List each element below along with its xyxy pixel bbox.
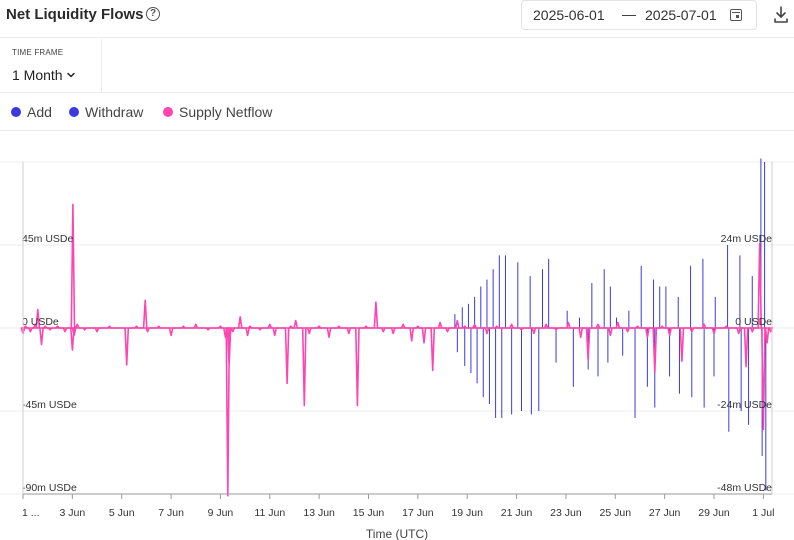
x-tick-label: 3 Jun	[60, 507, 86, 519]
x-tick-label: 9 Jun	[208, 507, 234, 519]
x-tick-label: 5 Jun	[109, 507, 135, 519]
x-tick-label: 11 Jun	[254, 507, 285, 519]
date-start-field[interactable]: 2025-06-01	[533, 7, 605, 23]
x-tick-label: 29 Jun	[698, 507, 730, 519]
liquidity-chart[interactable]: 45m USDe 0 USDe -45m USDe -90m USDe 24m USDe…	[0, 140, 794, 525]
legend-dot-supply-netflow[interactable]	[163, 107, 173, 117]
axes: 45m USDe 0 USDe -45m USDe -90m USDe 24m USDe…	[22, 162, 774, 519]
timeframe-select[interactable]: TIME FRAME 1 Month	[0, 39, 102, 92]
x-tick-label: 17 Jun	[402, 507, 434, 519]
legend-withdraw[interactable]: Withdraw	[85, 104, 144, 120]
legend-dot-withdraw[interactable]	[69, 107, 79, 117]
x-tick-label: 27 Jun	[649, 507, 681, 519]
legend-add[interactable]: Add	[27, 104, 52, 120]
chart-legend: Add Withdraw Supply Netflow	[0, 93, 794, 131]
timeframe-label: TIME FRAME	[12, 48, 64, 57]
download-icon[interactable]	[773, 6, 789, 24]
y-left-tick-label: -45m USDe	[22, 399, 77, 411]
x-tick-label: 13 Jun	[303, 507, 335, 519]
y-left-tick-label: 45m USDe	[22, 233, 74, 245]
chevron-down-icon[interactable]	[67, 71, 75, 79]
y-left-tick-label: 0 USDe	[22, 316, 59, 328]
timeframe-value[interactable]: 1 Month	[12, 67, 63, 83]
x-tick-label: 23 Jun	[550, 507, 582, 519]
date-separator: —	[622, 6, 636, 22]
series-layer	[20, 158, 774, 497]
help-icon[interactable]: ?	[146, 7, 160, 21]
date-range-picker[interactable]: 2025-06-01 — 2025-07-01	[521, 0, 757, 30]
page-title: Net Liquidity Flows	[6, 6, 144, 23]
x-axis-label: Time (UTC)	[365, 527, 429, 540]
calendar-icon[interactable]	[730, 9, 742, 21]
y-right-tick-label: 24m USDe	[721, 233, 773, 245]
x-tick-label: 7 Jun	[158, 507, 184, 519]
date-end-field[interactable]: 2025-07-01	[645, 7, 717, 23]
divider	[0, 92, 794, 93]
x-tick-label: 21 Jun	[501, 507, 533, 519]
y-right-tick-label: -24m USDe	[717, 399, 772, 411]
x-tick-label: 1 ...	[22, 507, 40, 519]
x-tick-label: 1 Jul	[752, 507, 774, 519]
x-tick-label: 15 Jun	[353, 507, 385, 519]
x-tick-label: 19 Jun	[451, 507, 483, 519]
y-right-tick-label: 0 USDe	[735, 316, 772, 328]
y-left-tick-label: -90m USDe	[22, 482, 77, 494]
x-tick-label: 25 Jun	[600, 507, 632, 519]
legend-dot-add[interactable]	[11, 107, 21, 117]
y-right-tick-label: -48m USDe	[717, 482, 772, 494]
supply-netflow-line	[20, 203, 774, 497]
legend-supply-netflow[interactable]: Supply Netflow	[179, 104, 273, 120]
chart-header: Net Liquidity Flows ? 2025-06-01 — 2025-…	[0, 0, 794, 38]
